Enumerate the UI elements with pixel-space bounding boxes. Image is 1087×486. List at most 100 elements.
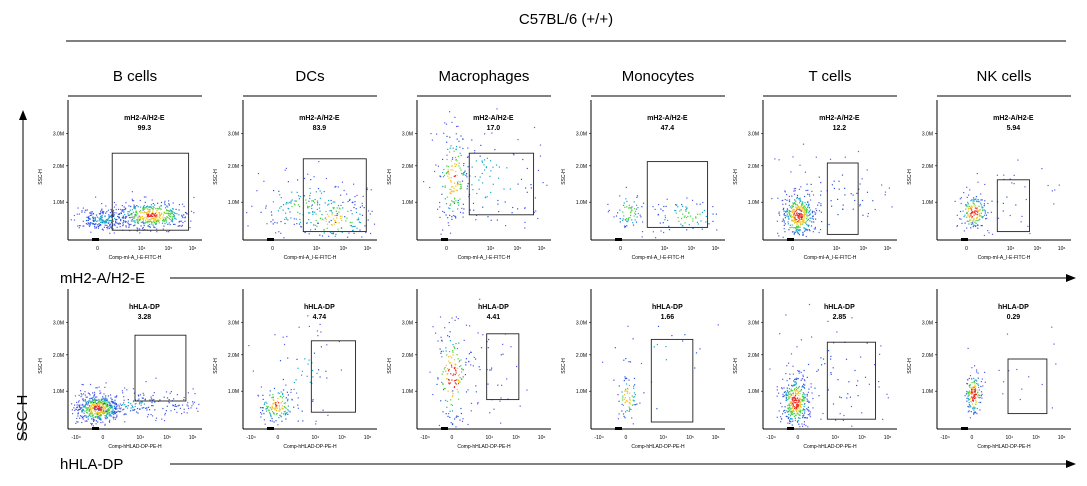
event-point xyxy=(115,396,117,398)
event-point xyxy=(270,211,272,213)
event-point xyxy=(436,383,438,385)
event-point xyxy=(111,398,113,401)
event-point xyxy=(322,409,324,411)
event-point xyxy=(794,389,796,391)
event-point xyxy=(325,370,327,372)
event-point xyxy=(450,160,453,162)
event-point xyxy=(664,219,666,221)
event-point xyxy=(465,391,468,393)
event-point xyxy=(106,417,108,419)
event-point xyxy=(530,187,532,189)
event-point xyxy=(120,212,122,214)
event-point xyxy=(479,176,481,178)
event-point xyxy=(685,217,687,219)
event-point xyxy=(471,139,473,141)
event-point xyxy=(187,402,189,404)
event-point xyxy=(968,402,970,404)
event-point xyxy=(117,410,119,412)
event-point xyxy=(451,165,453,167)
event-point xyxy=(628,361,630,363)
event-point xyxy=(340,217,342,220)
event-point xyxy=(133,200,135,202)
event-point xyxy=(276,405,278,407)
event-point xyxy=(449,111,451,113)
event-point xyxy=(537,217,539,220)
event-point xyxy=(97,421,99,423)
event-point xyxy=(88,224,90,226)
event-point xyxy=(642,221,644,223)
event-point xyxy=(154,216,156,218)
event-point xyxy=(462,418,464,420)
event-point xyxy=(334,235,336,237)
event-point xyxy=(793,233,795,235)
event-point xyxy=(630,211,632,213)
event-point xyxy=(103,408,105,411)
event-point xyxy=(155,222,157,224)
event-point xyxy=(185,212,187,214)
event-point xyxy=(525,187,527,189)
y-tick-label: 1.0M xyxy=(748,200,759,206)
event-point xyxy=(677,217,679,219)
event-point xyxy=(968,220,970,222)
event-point xyxy=(674,209,676,212)
event-point xyxy=(192,401,194,403)
event-point xyxy=(1002,393,1004,395)
event-point xyxy=(447,165,449,168)
event-point xyxy=(971,206,973,208)
event-point xyxy=(277,397,279,400)
event-point xyxy=(121,217,123,219)
event-point xyxy=(141,401,143,403)
event-point xyxy=(812,218,814,220)
event-point xyxy=(806,398,808,400)
event-point xyxy=(276,407,278,409)
event-point xyxy=(167,231,170,233)
event-point xyxy=(984,381,986,383)
event-point xyxy=(449,331,451,333)
event-point xyxy=(154,219,156,221)
event-point xyxy=(432,326,434,328)
event-point xyxy=(794,218,796,221)
event-point xyxy=(124,214,126,216)
event-point xyxy=(777,232,779,234)
event-point xyxy=(76,408,78,410)
event-point xyxy=(1002,210,1004,212)
event-point xyxy=(804,217,806,219)
event-point xyxy=(145,381,147,383)
event-point xyxy=(443,211,445,213)
event-point xyxy=(186,412,188,414)
event-point xyxy=(798,370,800,372)
event-point xyxy=(138,403,140,405)
event-point xyxy=(629,207,631,209)
event-point xyxy=(263,413,265,415)
event-point xyxy=(125,202,127,204)
event-point xyxy=(152,221,154,223)
event-point xyxy=(798,198,800,200)
event-point xyxy=(786,394,788,396)
event-point xyxy=(168,399,170,401)
event-point xyxy=(786,215,788,217)
event-point xyxy=(701,228,703,230)
event-point xyxy=(95,423,97,425)
event-point xyxy=(455,163,457,166)
event-point xyxy=(150,218,152,220)
event-point xyxy=(799,405,802,407)
event-point xyxy=(977,219,979,222)
event-point xyxy=(798,221,800,223)
event-point xyxy=(178,225,180,227)
event-point xyxy=(458,379,460,381)
event-point xyxy=(982,385,984,387)
event-point xyxy=(972,408,974,410)
event-point xyxy=(664,217,667,219)
gate-percent: 2.85 xyxy=(833,314,847,321)
event-point xyxy=(450,181,452,183)
event-point xyxy=(128,205,130,207)
event-point xyxy=(137,221,139,223)
event-point xyxy=(974,397,976,400)
event-point xyxy=(804,417,806,419)
event-point xyxy=(882,418,884,420)
event-point xyxy=(132,217,134,220)
event-point xyxy=(147,205,149,207)
event-point xyxy=(789,214,791,216)
event-point xyxy=(167,209,169,212)
event-point xyxy=(82,225,84,227)
